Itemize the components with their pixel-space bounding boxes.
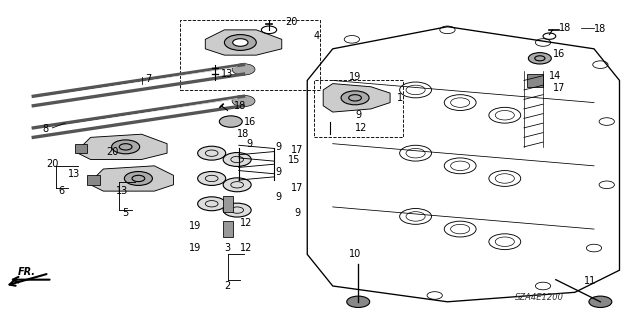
Text: 5: 5 xyxy=(122,208,129,218)
Circle shape xyxy=(225,34,256,50)
Circle shape xyxy=(529,53,551,64)
Text: 4: 4 xyxy=(314,31,320,41)
Bar xyxy=(223,196,233,212)
Bar xyxy=(88,175,100,185)
Text: 13: 13 xyxy=(116,186,129,196)
Polygon shape xyxy=(323,84,390,112)
Text: 14: 14 xyxy=(549,71,562,81)
Text: 13: 13 xyxy=(221,69,234,79)
Text: 17: 17 xyxy=(291,145,304,155)
Circle shape xyxy=(198,197,226,211)
Text: SZA4E1200: SZA4E1200 xyxy=(515,293,564,302)
Text: 20: 20 xyxy=(46,159,58,169)
Circle shape xyxy=(220,116,243,127)
Text: 15: 15 xyxy=(288,154,301,165)
Text: 1: 1 xyxy=(396,93,403,103)
Text: 9: 9 xyxy=(275,142,282,152)
Circle shape xyxy=(111,140,140,154)
Circle shape xyxy=(233,39,248,46)
Circle shape xyxy=(223,152,251,167)
Polygon shape xyxy=(91,166,173,191)
Text: 18: 18 xyxy=(594,24,606,34)
Text: 16: 16 xyxy=(552,48,565,59)
Text: 8: 8 xyxy=(43,124,49,135)
Text: 19: 19 xyxy=(349,72,361,82)
Bar xyxy=(223,221,233,237)
Text: 18: 18 xyxy=(234,101,246,111)
Circle shape xyxy=(589,296,612,308)
Text: 12: 12 xyxy=(355,123,367,133)
Circle shape xyxy=(341,91,369,105)
Text: 9: 9 xyxy=(246,139,253,149)
Text: 6: 6 xyxy=(59,186,65,196)
Text: 7: 7 xyxy=(145,74,151,84)
Text: 2: 2 xyxy=(225,281,231,291)
Polygon shape xyxy=(205,30,282,55)
Text: 19: 19 xyxy=(189,221,202,231)
Text: 9: 9 xyxy=(355,110,361,120)
Text: FR.: FR. xyxy=(18,267,36,277)
Text: 9: 9 xyxy=(275,167,282,177)
Text: 13: 13 xyxy=(68,169,81,179)
Text: 20: 20 xyxy=(106,147,119,157)
Text: 11: 11 xyxy=(584,276,596,286)
Text: 3: 3 xyxy=(225,243,230,253)
Text: 12: 12 xyxy=(241,243,253,253)
Circle shape xyxy=(347,296,370,308)
Circle shape xyxy=(124,172,152,185)
Text: 17: 17 xyxy=(552,83,565,93)
Text: 16: 16 xyxy=(244,116,256,127)
Text: 12: 12 xyxy=(241,218,253,228)
Text: 9: 9 xyxy=(275,192,282,203)
Circle shape xyxy=(232,95,255,107)
Circle shape xyxy=(223,203,251,217)
Text: 20: 20 xyxy=(285,17,298,27)
Text: 9: 9 xyxy=(294,208,301,218)
Text: 19: 19 xyxy=(189,243,202,253)
Text: 17: 17 xyxy=(291,183,304,193)
Bar xyxy=(527,74,543,87)
Circle shape xyxy=(232,64,255,75)
Bar xyxy=(75,144,88,153)
Circle shape xyxy=(198,146,226,160)
Polygon shape xyxy=(78,134,167,160)
Text: 18: 18 xyxy=(237,129,250,139)
Text: 10: 10 xyxy=(349,249,361,259)
Circle shape xyxy=(198,172,226,185)
Text: 18: 18 xyxy=(559,23,572,33)
Circle shape xyxy=(223,178,251,192)
